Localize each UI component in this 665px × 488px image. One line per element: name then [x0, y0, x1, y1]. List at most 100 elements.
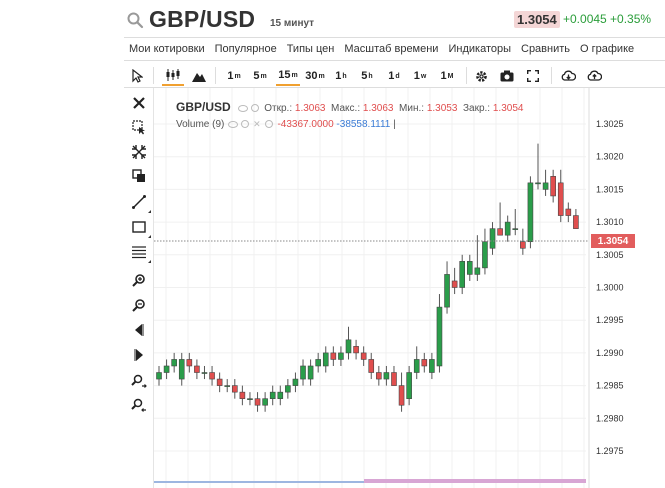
submenu-corner [148, 210, 151, 213]
candle-up [322, 352, 329, 367]
candle-up [163, 365, 170, 373]
close-label: Закр.: [462, 103, 491, 114]
menu-timescale[interactable]: Масштаб времени [344, 43, 439, 55]
timeframe-label: 1 [227, 70, 234, 82]
zoom-out-time-icon[interactable] [131, 397, 147, 413]
camera-icon[interactable] [498, 66, 516, 86]
volume-label: Volume (9) [176, 119, 225, 130]
candles-chart-icon[interactable] [162, 66, 184, 86]
timeframe-label: 1 [413, 70, 420, 82]
candle-up [383, 372, 390, 380]
timeframe-label: 15 [278, 69, 291, 81]
candle-down [421, 359, 428, 367]
toolbar-divider [466, 67, 467, 84]
candle-up [269, 391, 276, 399]
search-icon[interactable] [126, 11, 144, 29]
y-tick-label: 1.2990 [596, 348, 624, 358]
menu-price-types[interactable]: Типы цен [286, 43, 335, 55]
drawing-tools [124, 88, 154, 488]
candle-down [360, 352, 367, 360]
candlestick-plot[interactable]: 1.3025 1.3020 1.3015 1.3010 1.3005 1.3000 1.29… [154, 88, 665, 488]
gear-icon[interactable] [472, 66, 490, 86]
eye-icon[interactable] [228, 120, 239, 128]
download-cloud-icon[interactable] [559, 66, 577, 86]
timeframe-unit: m [234, 72, 241, 80]
y-tick-label: 1.2980 [596, 413, 624, 423]
rectangle-icon[interactable] [131, 219, 151, 238]
candle-down [565, 208, 572, 216]
candle-up [262, 398, 268, 406]
candle-down [254, 398, 261, 406]
settings-icon[interactable] [241, 120, 250, 129]
candle-up [406, 372, 412, 399]
candle-up [535, 182, 541, 185]
candle-up [512, 228, 519, 230]
candle-down [186, 359, 193, 367]
legend-title: GBP/USD [176, 100, 231, 114]
candle-down [451, 280, 458, 288]
zoom-out-icon[interactable] [131, 297, 147, 313]
scroll-right-icon[interactable] [131, 347, 147, 363]
interval-label: 15 минут [270, 18, 315, 29]
timeframe-unit: M [447, 72, 454, 80]
high-value: 1.3063 [362, 103, 394, 114]
volume-bar-area [364, 479, 586, 483]
menu-about-chart[interactable]: О графике [580, 43, 635, 55]
select-cursor-icon[interactable] [131, 119, 147, 135]
menu-popular[interactable]: Популярное [214, 43, 277, 55]
candle-up [466, 261, 473, 275]
candle-down [376, 372, 382, 380]
submenu-corner [148, 260, 151, 263]
copy-icon[interactable] [131, 168, 147, 184]
menu-indicators[interactable]: Индикаторы [448, 43, 511, 55]
crosshair-icon[interactable] [131, 144, 147, 160]
timeframe-unit: w [420, 72, 427, 80]
candle-up [504, 221, 511, 236]
volume-bar-area [154, 481, 364, 483]
timeframe-unit: h [368, 72, 373, 80]
candle-up [459, 261, 466, 288]
zoom-in-icon[interactable] [131, 272, 147, 288]
price-chart[interactable]: 1.3025 1.3020 1.3015 1.3010 1.3005 1.3000 1.29… [154, 88, 665, 488]
settings-icon[interactable] [251, 104, 260, 113]
fibonacci-icon[interactable] [131, 244, 151, 263]
candle-up [247, 398, 253, 400]
fullscreen-icon[interactable] [524, 66, 542, 86]
timeframe-15m[interactable]: 15 m [276, 66, 300, 86]
upload-cloud-icon[interactable] [585, 66, 603, 86]
timeframe-unit: d [395, 72, 400, 80]
low-label: Мин.: [399, 103, 425, 114]
candle-down [194, 365, 200, 373]
eye-icon[interactable] [238, 104, 249, 112]
candle-up [292, 378, 299, 386]
candle-up [482, 241, 488, 269]
candle-down [520, 241, 526, 249]
timeframe-unit: h [342, 72, 347, 80]
timeframe-30m[interactable]: 30 m [303, 66, 327, 86]
candle-down [368, 359, 375, 373]
low-value: 1.3053 [426, 103, 458, 114]
candle-up [277, 391, 284, 399]
close-icon[interactable]: ✕ [253, 119, 261, 129]
timeframe-label: 1 [440, 70, 447, 82]
zoom-in-time-icon[interactable] [131, 373, 147, 389]
candle-down [330, 352, 337, 360]
candle-up [178, 359, 185, 380]
scroll-left-icon[interactable] [131, 322, 147, 338]
close-icon[interactable] [131, 95, 147, 111]
menu-compare[interactable]: Сравнить [521, 43, 571, 55]
trend-line-icon[interactable] [131, 194, 151, 213]
y-tick-label: 1.3025 [596, 119, 624, 129]
settings-icon[interactable] [264, 120, 273, 129]
area-chart-icon[interactable] [190, 66, 208, 86]
cursor-pointer-icon[interactable] [130, 66, 144, 86]
menu-my-quotes[interactable]: Мои котировки [129, 43, 205, 55]
candle-down [398, 385, 405, 406]
